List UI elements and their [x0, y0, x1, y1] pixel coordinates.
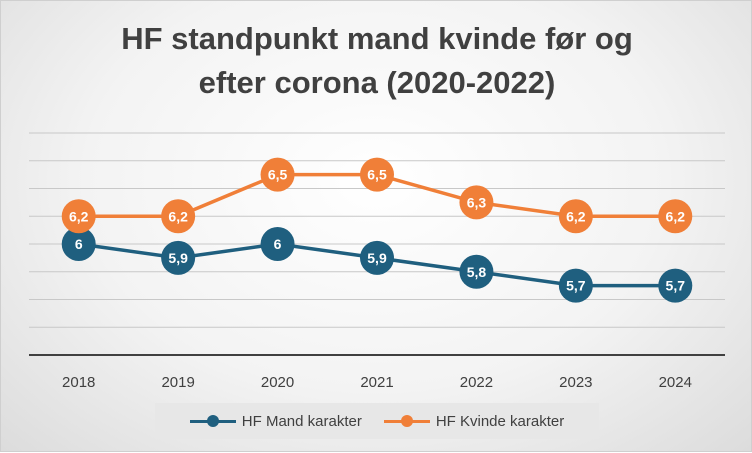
x-tick-label: 2022	[460, 374, 493, 391]
data-point	[459, 185, 494, 220]
data-point	[658, 199, 693, 234]
x-tick-label: 2018	[62, 374, 95, 391]
data-point	[360, 240, 394, 275]
legend-label-kvinde: HF Kvinde karakter	[435, 412, 565, 430]
data-label: 6,3	[467, 194, 487, 210]
x-tick-label: 2020	[261, 374, 294, 391]
legend: HF Mand karakter HF Kvinde karakter	[155, 403, 599, 439]
legend-item-kvinde: HF Kvinde karakter	[383, 412, 565, 430]
data-point	[658, 268, 693, 303]
data-label: 6,5	[268, 167, 288, 183]
data-point	[61, 227, 96, 261]
x-tick-label: 2023	[559, 374, 592, 391]
data-point	[161, 199, 196, 234]
legend-marker-mand	[189, 415, 236, 427]
data-label: 5,8	[467, 264, 487, 280]
legend-marker-kvinde	[383, 415, 430, 427]
data-label: 6,5	[367, 167, 387, 183]
data-point	[558, 268, 593, 303]
data-label: 6	[274, 236, 282, 252]
data-label: 6,2	[666, 208, 686, 224]
data-point	[161, 240, 196, 275]
chart-title-line-1: HF standpunkt mand kvinde før og	[121, 21, 633, 56]
x-tick-label: 2024	[659, 374, 692, 391]
data-point	[260, 227, 295, 261]
data-point	[360, 157, 394, 192]
data-point	[61, 199, 96, 234]
data-point	[260, 157, 295, 192]
data-label: 5,9	[168, 250, 188, 266]
data-label: 5,9	[367, 250, 387, 266]
data-label: 6,2	[69, 208, 89, 224]
data-point	[558, 199, 593, 234]
data-label: 5,7	[566, 278, 586, 294]
data-label: 5,7	[666, 278, 686, 294]
data-label: 6,2	[566, 208, 586, 224]
x-tick-label: 2019	[161, 374, 194, 391]
chart-title-line-2: efter corona (2020-2022)	[198, 65, 556, 100]
x-tick-label: 2021	[360, 374, 393, 391]
data-label: 6,2	[168, 208, 188, 224]
data-point	[459, 254, 494, 289]
chart-title: HF standpunkt mand kvinde før og efter c…	[1, 17, 752, 105]
data-label: 6	[75, 236, 83, 252]
legend-label-mand: HF Mand karakter	[241, 412, 362, 430]
legend-item-mand: HF Mand karakter	[189, 412, 362, 430]
